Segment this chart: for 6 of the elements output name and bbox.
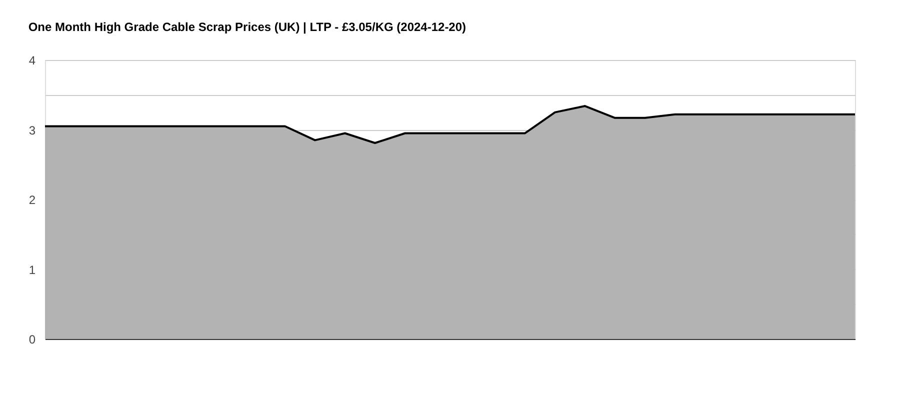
y-tick-label: 1: [28, 262, 36, 277]
chart-title: One Month High Grade Cable Scrap Prices (UK) | LTP - £3.05/KG (2024-12-20): [28, 20, 466, 34]
y-tick-label: 3: [28, 123, 36, 138]
y-tick-label: 4: [28, 54, 36, 68]
y-tick-label: 0: [28, 332, 36, 346]
y-tick-label: 2: [28, 193, 36, 207]
